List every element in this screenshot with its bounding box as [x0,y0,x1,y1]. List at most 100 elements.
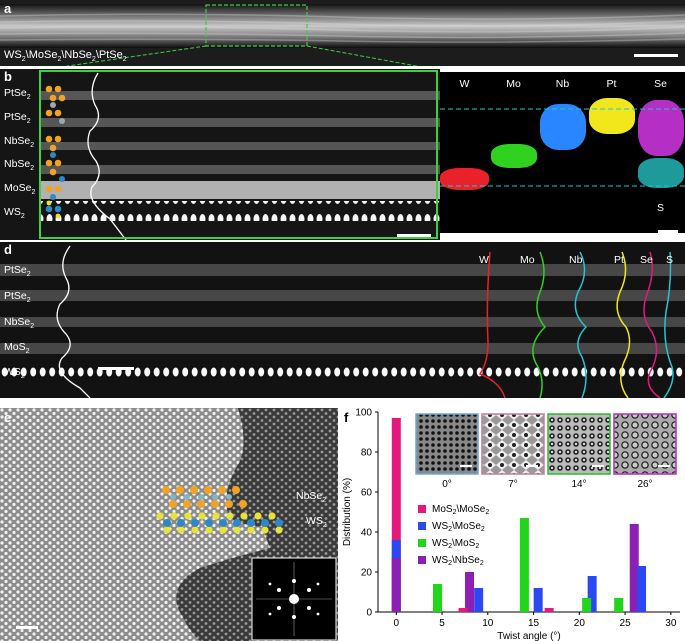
eds-map-mo: Mo [489,72,539,233]
thumb-angle-label: 7° [508,479,518,490]
panel-d-label: d [4,242,12,257]
bar [587,576,597,612]
panel-e-label-sub: 2 [322,497,327,505]
legend-subscript: 2 [448,560,452,567]
panel-d-layer-label: NbSe2 [4,316,34,330]
panel-e-label-name: WS [306,515,323,527]
y-tick-label: 40 [361,528,373,539]
panel-b-layer-sub: 2 [26,94,31,102]
profile-label-w: W [479,254,489,266]
panel-e-scale-bar [16,626,38,629]
legend-text: \MoS [452,538,476,549]
y-tick-label: 60 [361,488,373,499]
profile-label-se: Se [640,254,653,266]
thumb-angle-label: 14° [571,479,586,490]
legend-subscript: 2 [475,543,479,550]
panel-b-layer-label: NbSe2 [4,135,34,149]
legend-entry: WS2\MoS2 [432,538,479,550]
x-tick-label: 0 [394,618,400,629]
bar [533,588,543,612]
panel-d: d PtSe2 PtSe2 NbSe2 MoS2 WS2 W Mo Nb Pt … [0,242,685,398]
legend-subscript: 2 [481,526,485,533]
x-tick-label: 15 [528,618,540,629]
legend-subscript: 2 [485,509,489,516]
panel-b-layer-name: PtSe [4,111,27,123]
bar [458,608,468,612]
x-tick-label: 20 [574,618,586,629]
eds-map-pt: Pt [587,72,637,233]
panel-a-heterostructure-label: WS2\MoSe2\NbSe2\PtSe2 [4,49,127,63]
panel-a-scale-bar [634,54,678,57]
panel-d-layer-label: PtSe2 [4,290,31,304]
panel-c-scale-bar [658,230,678,233]
panel-b-layer-label: MoSe2 [4,182,35,196]
y-axis-label: Distribution (%) [342,478,353,546]
panel-b-layer-sub: 2 [26,118,31,126]
thumb-angle-label: 0° [442,479,452,490]
eds-label-s: S [656,202,664,214]
legend-subscript: 2 [448,543,452,550]
eds-label-nb: Nb [555,78,570,90]
panel-e: e NbSe2 WS2 [0,408,338,641]
panel-b-layer-label: WS2 [4,206,25,220]
bar [474,588,484,612]
y-tick-label: 80 [361,448,373,459]
bar [582,598,592,612]
panel-b-layer-sub: 2 [31,189,36,197]
y-tick-label: 20 [361,568,373,579]
eds-label-w: W [459,78,470,90]
eds-label-pt: Pt [606,78,617,90]
y-tick-label: 100 [355,408,372,419]
panel-b-label: b [4,69,12,84]
panel-b-layer-name: NbSe [4,158,31,170]
panel-a-title-part: \NbSe [61,49,92,61]
panel-a-label: a [4,1,12,16]
bar [544,608,554,612]
profile-label-pt: Pt [614,254,624,266]
legend-swatch [418,556,426,564]
panel-e-label-nbse2: NbSe2 [296,490,326,504]
panel-b-scale-bar [397,234,431,237]
panel-a-title-part: WS [4,49,22,61]
panel-b-layer-label: NbSe2 [4,158,34,172]
panel-d-layer-sub: 2 [20,373,25,381]
panel-b-layer-label: PtSe2 [4,87,31,101]
profile-label-mo: Mo [520,254,535,266]
x-axis-label: Twist angle (°) [497,631,560,641]
bar [637,566,647,612]
legend-text: \MoSe [452,521,481,532]
eds-pt-signal [589,98,635,134]
panel-a-title-part: \MoSe [25,49,58,61]
legend-text: WS [432,521,448,532]
legend-swatch [418,505,426,513]
panel-d-layer-name: MoS [4,341,26,353]
panel-a-title-sub: 2 [21,56,26,64]
eds-s-signal [638,158,684,188]
panel-b-layer-sub: 2 [30,165,35,173]
panel-d-scale-bar [98,367,134,370]
panel-e-label-ws2: WS2 [306,515,327,529]
eds-map-w: W [440,72,490,233]
bar [432,584,442,612]
panel-c-guide-lines [440,108,685,187]
legend-text: MoS [432,504,453,515]
eds-label-mo: Mo [506,78,521,90]
bar [629,524,639,612]
legend-text: \NbSe [452,555,480,566]
profile-label-nb: Nb [569,254,583,266]
legend-swatch [418,539,426,547]
panel-b-layer-label: PtSe2 [4,111,31,125]
panel-d-micrograph [0,242,685,398]
legend-subscript: 2 [480,560,484,567]
eds-mo-signal [491,144,537,168]
bar [465,572,475,612]
panel-a: a WS2\MoSe2\NbSe2\PtSe2 [0,0,685,66]
panel-a-title-sub: 2 [122,56,127,64]
panel-d-layer-name: PtSe [4,290,27,302]
legend-entry: WS2\NbSe2 [432,555,484,567]
bar [519,518,529,612]
legend-text: WS [432,555,448,566]
thumb-angle-label: 26° [637,479,652,490]
panel-d-layer-name: PtSe [4,264,27,276]
panel-b-layer-sub: 2 [20,213,25,221]
